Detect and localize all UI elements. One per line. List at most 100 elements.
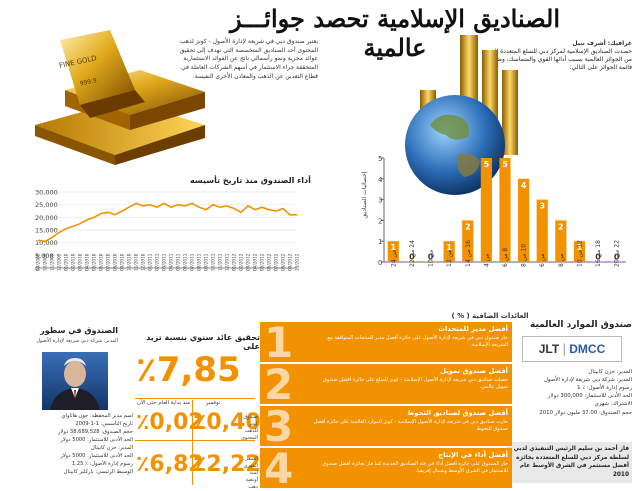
line-chart-xtick-label: 10/2012 [295, 253, 300, 271]
line-chart-ytick-label: 15,000 [35, 227, 58, 235]
line-chart-xtick-label: 04/2012 [253, 253, 258, 271]
profile-subtitle: المدير: شركة دبي شريعة لإدارة الأصول [36, 338, 118, 344]
bar [387, 241, 399, 262]
bar-value-label: 1 [446, 243, 452, 252]
line-chart-xtick-label: 11/2011 [218, 253, 223, 271]
bar-value-label: 1 [577, 243, 583, 252]
bar-category-label: 10 من 8 [521, 244, 528, 267]
line-chart-title: أداء الصندوق منذ تاريخ تأسيسه [190, 176, 311, 185]
bar [406, 261, 418, 262]
award-desc: جاز الصندوق على جائزة أفضل أداء في فئة ا… [322, 461, 508, 474]
bar-category-label: من 6 [539, 253, 546, 267]
award-desc: حاز صندوق دبي في شريعة لإدارة الأصول على… [327, 335, 508, 348]
line-chart-xtick-label: 08/2010 [113, 253, 118, 271]
profile-line: الوسيط الرئيسي: باركلير كابيتال [63, 469, 133, 476]
line-chart-xtick-label: 12/2009 [57, 253, 62, 271]
stat-value: ٪2,22 [193, 452, 261, 477]
bar-category-label: 18 من 16 [595, 240, 602, 267]
award-desc: حصلت صناديق دبي شريعة لإدارة الأصول الإس… [322, 377, 508, 390]
line-chart-xtick-label: 12/2010 [141, 253, 146, 271]
bar-value-label: 1 [391, 243, 397, 252]
line-chart-ytick-label: 5,000 [35, 252, 54, 260]
profile-line: رسوم إدارة الأصول: ٪ 1.25 [71, 461, 133, 468]
bar [424, 261, 437, 262]
line-chart-xtick-label: 11/2009 [50, 253, 55, 271]
bar-chart-ytick-label: 5 [378, 155, 382, 163]
jlt-logo: JLT [538, 342, 560, 356]
award-title: أفضل أداء في الإنتاج [438, 451, 508, 459]
bar-chart-xlabel: العائدات الصافية ( % ) [451, 312, 529, 320]
profile-line: الحد الأدنى للاستثمار: 5000 دولار [60, 453, 133, 460]
annual-return-value: ٪7,85 [136, 350, 241, 390]
bar-chart-ytick-label: 1 [378, 238, 382, 246]
stat-label: صندوق كونز للذهب المحتوى [240, 414, 258, 441]
bar-category-label: من 24 [390, 250, 397, 267]
award-number: 4 [264, 444, 294, 491]
line-chart-xtick-label: 01/2012 [232, 253, 237, 271]
sponsor-note: فاز أحمد بن سليم الرئيس التنفيذي لدبي لس… [507, 442, 632, 483]
byline: غرافيك: أشرف نبيل حصدت الصناديق الإسلامي… [482, 40, 632, 72]
line-chart-xtick-label: 08/2012 [281, 253, 286, 271]
bar [592, 261, 604, 262]
bar [480, 158, 492, 262]
line-chart-ytick-label: 10,000 [35, 239, 58, 247]
stat-label: السعر الفوري لمنة أونصة ذهب [243, 456, 258, 490]
line-chart-xtick-label: 05/2010 [92, 253, 97, 271]
bar-chart-ylabel: إحصائيات الصناديق [361, 171, 368, 219]
award-number: 3 [264, 402, 294, 451]
gold-bar-weight: 999.9 [79, 77, 97, 87]
bar-value-label: 0 [428, 252, 434, 261]
awards-list: 1 أفضل مدير للمتحداث حاز صندوق دبي في شر… [260, 322, 512, 490]
bar-chart-ytick-label: 0 [378, 259, 382, 267]
stats-header-ytd: منذ بداية العام حتى الآن [136, 400, 191, 406]
bar-category-label: 12 من 10 [576, 240, 583, 267]
award-number: 1 [264, 318, 294, 367]
award-desc: حازت صناديق دبي في شريعة لإدارة الأصول ا… [313, 419, 508, 432]
stats-divider [135, 398, 255, 399]
line-chart-xtick-label: 03/2011 [162, 253, 167, 271]
stats-divider [192, 400, 193, 485]
line-chart-xtick-label: 02/2011 [155, 253, 160, 271]
profile-line: حجم الصندوق: 38,689,528 دولار [57, 429, 133, 436]
award-title: أفضل مدير للمتحداث [438, 325, 508, 333]
award-item: 4 أفضل أداء في الإنتاج جاز الصندوق على ج… [260, 444, 512, 491]
award-number: 2 [264, 360, 294, 409]
bar [518, 178, 530, 262]
line-chart-xtick-label: 07/2011 [190, 253, 195, 271]
line-chart-xtick-label: 08/2011 [197, 253, 202, 271]
bar-value-label: 2 [558, 222, 564, 231]
bar-category-label: 22 من 20 [614, 240, 621, 267]
bar-category-label: من 8 [558, 253, 565, 267]
bar-value-label: 0 [614, 252, 620, 261]
line-chart-xtick-label: 04/2011 [169, 253, 174, 271]
profile-info: اسم مدير المحفظة: جون هاثاواي تاريخ التأ… [8, 412, 133, 477]
line-chart-xtick-label: 06/2010 [99, 253, 104, 271]
bar [611, 261, 623, 262]
stats-divider [135, 440, 255, 441]
sponsor-logos: JLT | DMCC [522, 336, 622, 362]
sponsor-info-line: المدير: خزن كابيتال [588, 369, 632, 375]
performance-line-chart: 0 5,000 10,000 15,000 20,000 25,000 30,000 09/2… [2, 186, 302, 311]
line-chart-xtick-label: 07/2012 [274, 253, 279, 271]
line-chart-xtick-label: 03/2010 [78, 253, 83, 271]
sponsor-info-line: رسوم إدارة الأصول: ٪ 1 [577, 385, 632, 392]
bar-chart-ytick-label: 2 [378, 217, 382, 225]
bar-value-label: 0 [409, 252, 415, 261]
line-chart-xtick-label: 02/2012 [239, 253, 244, 271]
bar-category-label: من 12 [446, 250, 453, 267]
bar-value-label: 4 [521, 181, 527, 190]
line-chart-xtick-label: 06/2012 [267, 253, 272, 271]
line-chart-ytick-label: 30,000 [35, 189, 58, 197]
award-item: 2 أفضل صندوق تمويل حصلت صناديق دبي شريعة… [260, 360, 512, 409]
gold-bars-illustration: FINE GOLD 999.9 [5, 30, 230, 165]
line-chart-xtick-label: 09/2010 [120, 253, 125, 271]
dmcc-logo: DMCC [569, 342, 606, 356]
line-chart-xtick-label: 10/2010 [127, 253, 132, 271]
profile-line: الحد الأدنى للاستثمار: 5000 دولار [60, 437, 133, 444]
bar-value-label: 3 [539, 202, 545, 211]
bar-value-label: 5 [484, 160, 490, 169]
profile-line: اسم مدير المحفظة: جون هاثاواي [61, 413, 133, 419]
stats-header-nov: نوفمبر [205, 400, 221, 406]
sponsor-info-line: الاشتراك: شهري [594, 401, 632, 408]
bar [499, 158, 511, 262]
